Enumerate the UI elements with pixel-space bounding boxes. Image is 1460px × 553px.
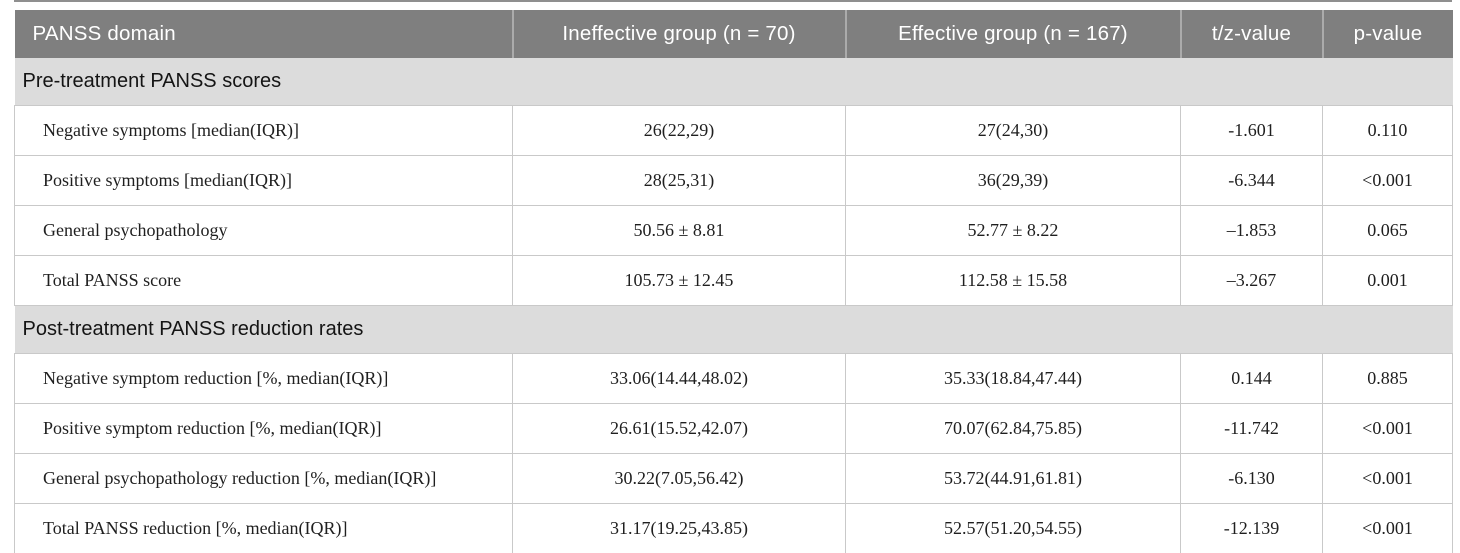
cell-p-value: <0.001 <box>1322 155 1453 206</box>
cell-effective: 35.33(18.84,47.44) <box>845 353 1181 404</box>
cell-tz-value: -11.742 <box>1180 403 1323 454</box>
cell-p-value: <0.001 <box>1322 453 1453 504</box>
cell-p-value: <0.001 <box>1322 403 1453 454</box>
row-label: Total PANSS reduction [%, median(IQR)] <box>14 503 513 553</box>
cell-ineffective: 31.17(19.25,43.85) <box>512 503 846 553</box>
table-row: Total PANSS reduction [%, median(IQR)] 3… <box>14 503 1453 553</box>
column-header-panss-domain: PANSS domain <box>14 10 513 58</box>
cell-p-value: <0.001 <box>1322 503 1453 553</box>
cell-ineffective: 28(25,31) <box>512 155 846 206</box>
section-row-pre-treatment: Pre-treatment PANSS scores <box>14 58 1453 106</box>
cell-p-value: 0.001 <box>1322 255 1453 306</box>
cell-effective: 52.57(51.20,54.55) <box>845 503 1181 553</box>
cell-ineffective: 105.73 ± 12.45 <box>512 255 846 306</box>
row-label: Negative symptoms [median(IQR)] <box>14 105 513 156</box>
table-top-rule <box>14 0 1452 2</box>
section-title: Post-treatment PANSS reduction rates <box>14 305 1453 354</box>
cell-p-value: 0.065 <box>1322 205 1453 256</box>
table-row: Positive symptoms [median(IQR)] 28(25,31… <box>14 155 1453 206</box>
cell-effective: 70.07(62.84,75.85) <box>845 403 1181 454</box>
cell-tz-value: -6.130 <box>1180 453 1323 504</box>
column-header-effective-group: Effective group (n = 167) <box>844 10 1181 58</box>
header-row: PANSS domain Ineffective group (n = 70) … <box>14 10 1453 58</box>
cell-ineffective: 30.22(7.05,56.42) <box>512 453 846 504</box>
table-row: Negative symptom reduction [%, median(IQ… <box>14 353 1453 404</box>
table-row: Negative symptoms [median(IQR)] 26(22,29… <box>14 105 1453 156</box>
cell-ineffective: 33.06(14.44,48.02) <box>512 353 846 404</box>
table-row: General psychopathology reduction [%, me… <box>14 453 1453 504</box>
cell-p-value: 0.110 <box>1322 105 1453 156</box>
cell-tz-value: -6.344 <box>1180 155 1323 206</box>
cell-tz-value: –1.853 <box>1180 205 1323 256</box>
table-header: PANSS domain Ineffective group (n = 70) … <box>14 10 1453 58</box>
table-row: Positive symptom reduction [%, median(IQ… <box>14 403 1453 454</box>
table-row: General psychopathology 50.56 ± 8.81 52.… <box>14 205 1453 256</box>
cell-ineffective: 50.56 ± 8.81 <box>512 205 846 256</box>
cell-tz-value: -12.139 <box>1180 503 1323 553</box>
column-header-ineffective-group: Ineffective group (n = 70) <box>511 10 846 58</box>
table-row: Total PANSS score 105.73 ± 12.45 112.58 … <box>14 255 1453 306</box>
cell-effective: 52.77 ± 8.22 <box>845 205 1181 256</box>
section-row-post-treatment: Post-treatment PANSS reduction rates <box>14 305 1453 354</box>
column-header-tz-value: t/z-value <box>1179 10 1323 58</box>
section-title: Pre-treatment PANSS scores <box>14 58 1453 106</box>
cell-effective: 36(29,39) <box>845 155 1181 206</box>
row-label: Positive symptoms [median(IQR)] <box>14 155 513 206</box>
column-header-p-value: p-value <box>1321 10 1453 58</box>
panss-comparison-table: PANSS domain Ineffective group (n = 70) … <box>14 10 1453 553</box>
cell-effective: 27(24,30) <box>845 105 1181 156</box>
row-label: Negative symptom reduction [%, median(IQ… <box>14 353 513 404</box>
cell-tz-value: -1.601 <box>1180 105 1323 156</box>
cell-tz-value: 0.144 <box>1180 353 1323 404</box>
row-label: General psychopathology <box>14 205 513 256</box>
row-label: Positive symptom reduction [%, median(IQ… <box>14 403 513 454</box>
cell-ineffective: 26(22,29) <box>512 105 846 156</box>
cell-p-value: 0.885 <box>1322 353 1453 404</box>
row-label: Total PANSS score <box>14 255 513 306</box>
cell-effective: 53.72(44.91,61.81) <box>845 453 1181 504</box>
cell-effective: 112.58 ± 15.58 <box>845 255 1181 306</box>
cell-ineffective: 26.61(15.52,42.07) <box>512 403 846 454</box>
cell-tz-value: –3.267 <box>1180 255 1323 306</box>
row-label: General psychopathology reduction [%, me… <box>14 453 513 504</box>
